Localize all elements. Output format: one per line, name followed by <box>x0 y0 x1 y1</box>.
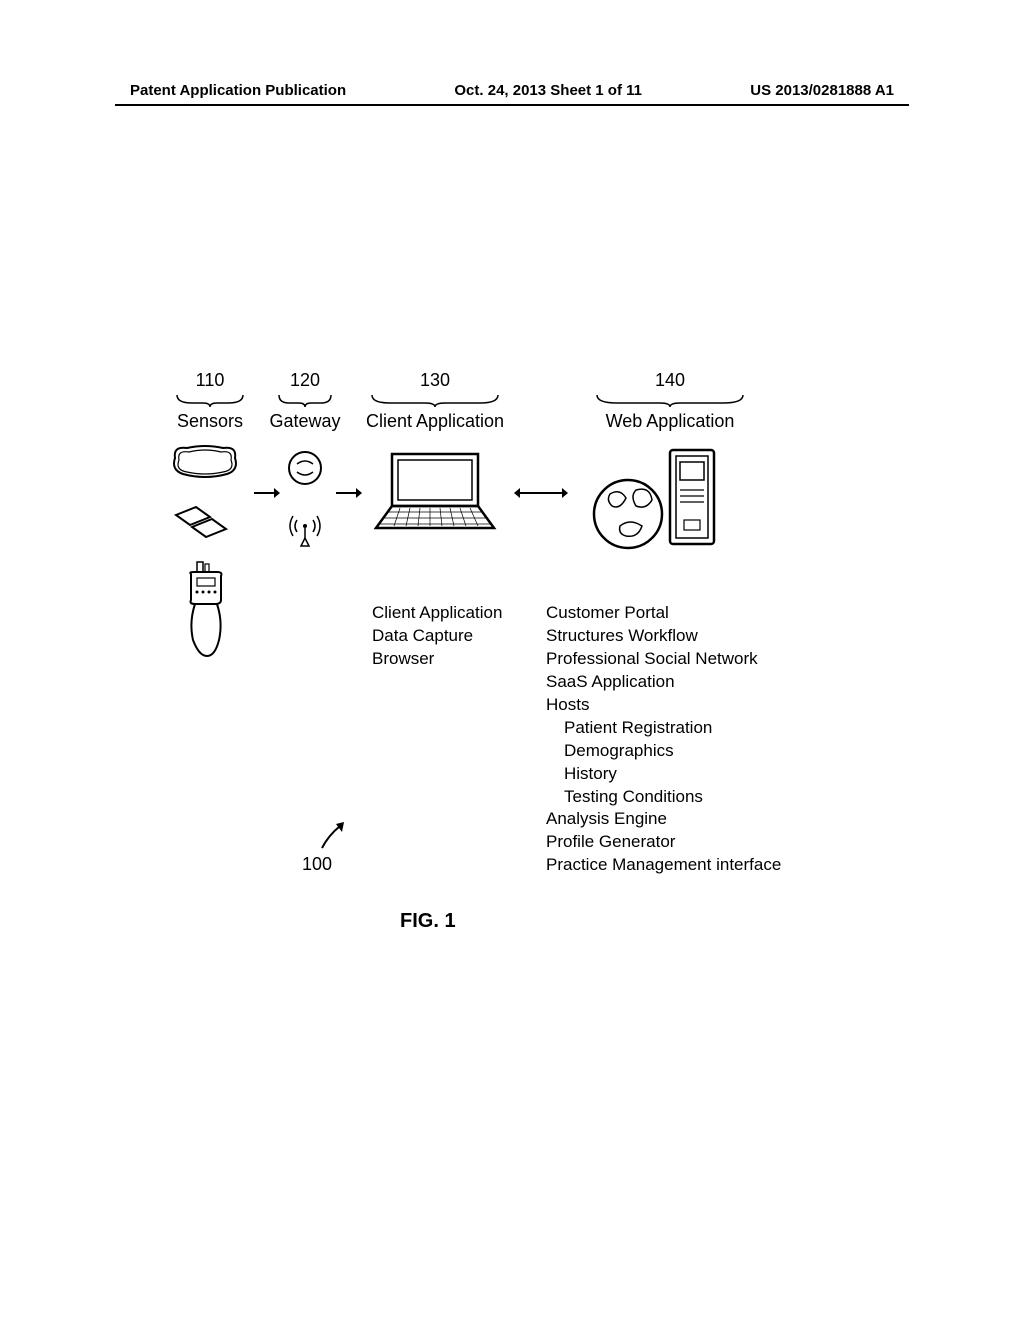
sensor-pad-icon <box>165 440 245 489</box>
laptop-icon <box>370 448 500 543</box>
text-line: History <box>546 763 781 786</box>
text-line: SaaS Application <box>546 671 781 694</box>
col-gateway: 120 Gateway <box>265 370 345 432</box>
client-text: Client Application Data Capture Browser <box>372 602 502 671</box>
refnum-110: 110 <box>165 370 255 391</box>
refnum-140: 140 <box>580 370 760 391</box>
col-label: Sensors <box>165 411 255 432</box>
arrow-right-icon <box>252 485 282 506</box>
header-left: Patent Application Publication <box>130 82 346 99</box>
web-text: Customer Portal Structures Workflow Prof… <box>546 602 781 877</box>
brace-icon <box>175 393 245 407</box>
text-line: Data Capture <box>372 625 502 648</box>
col-sensors: 110 Sensors <box>165 370 255 432</box>
text-line: Browser <box>372 648 502 671</box>
text-line: Analysis Engine <box>546 808 781 831</box>
text-line: Testing Conditions <box>546 786 781 809</box>
sensor-handheld-icon <box>185 560 229 665</box>
refnum-100: 100 <box>302 854 332 875</box>
brace-icon <box>595 393 745 407</box>
text-line: Professional Social Network <box>546 648 781 671</box>
arrow-bidir-icon <box>512 485 570 506</box>
gateway-dongle-icon <box>285 448 325 493</box>
refnum-120: 120 <box>265 370 345 391</box>
server-globe-icon <box>580 440 730 565</box>
header-right: US 2013/0281888 A1 <box>750 82 894 99</box>
col-label: Gateway <box>265 411 345 432</box>
ref100-arrow-icon <box>314 818 354 859</box>
col-label: Web Application <box>580 411 760 432</box>
text-line: Practice Management interface <box>546 854 781 877</box>
brace-icon <box>370 393 500 407</box>
text-line: Structures Workflow <box>546 625 781 648</box>
refnum-130: 130 <box>355 370 515 391</box>
patent-header: Patent Application Publication Oct. 24, … <box>0 82 1024 99</box>
wireless-icon <box>283 508 327 553</box>
text-line: Client Application <box>372 602 502 625</box>
arrow-right-icon <box>334 485 364 506</box>
col-label: Client Application <box>355 411 515 432</box>
figure-label: FIG. 1 <box>400 910 456 933</box>
header-center: Oct. 24, 2013 Sheet 1 of 11 <box>454 82 642 99</box>
header-rule <box>115 104 909 106</box>
col-client: 130 Client Application <box>355 370 515 432</box>
text-line: Customer Portal <box>546 602 781 625</box>
text-line: Demographics <box>546 740 781 763</box>
brace-icon <box>277 393 333 407</box>
col-web: 140 Web Application <box>580 370 760 432</box>
sensor-tiles-icon <box>170 495 230 544</box>
text-line: Hosts <box>546 694 781 717</box>
text-line: Patient Registration <box>546 717 781 740</box>
text-line: Profile Generator <box>546 831 781 854</box>
